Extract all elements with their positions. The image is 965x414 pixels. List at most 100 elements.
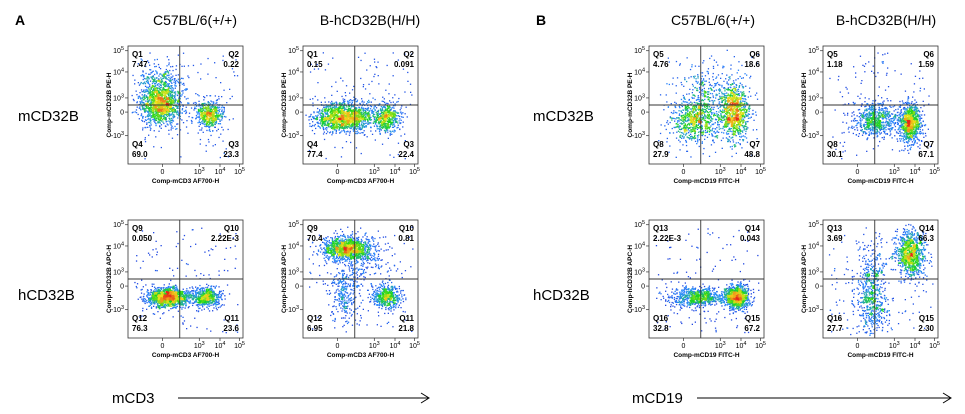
quadrant-value: 1.18 xyxy=(827,60,843,69)
quadrant-value: 66.3 xyxy=(918,234,934,243)
quadrant-value: 0.043 xyxy=(740,234,761,243)
quadrant-name: Q11 xyxy=(399,314,414,323)
x-tick-label: 104 xyxy=(215,167,226,176)
x-axis-title: Comp-mCD19 FITC-H xyxy=(847,352,913,359)
y-tick-label: -103 xyxy=(286,305,299,314)
y-tick-label: 105 xyxy=(808,46,819,55)
y-tick-label: 105 xyxy=(113,220,124,229)
x-tick-label: 104 xyxy=(910,341,921,350)
quadrant-value: 6.95 xyxy=(307,324,323,333)
x-tick-label: 105 xyxy=(929,167,940,176)
x-tick-label: 103 xyxy=(369,341,380,350)
x-axis-label-a: mCD3 xyxy=(112,390,155,407)
x-axis-title: Comp-mCD3 AF700-H xyxy=(152,178,220,185)
quadrant-value: 23.3 xyxy=(223,150,239,159)
quadrant-name: Q16 xyxy=(653,314,669,323)
quadrant-value: 3.69 xyxy=(827,234,843,243)
quadrant-value: 0.81 xyxy=(398,234,414,243)
x-tick-label: 104 xyxy=(390,167,401,176)
y-tick-label: 0 xyxy=(295,110,299,117)
y-tick-label: 104 xyxy=(288,241,299,250)
quadrant-name: Q1 xyxy=(307,50,318,59)
y-tick-label: -103 xyxy=(806,305,819,314)
quadrant-value: 27.7 xyxy=(827,324,843,333)
x-tick-label: 103 xyxy=(889,167,900,176)
y-tick-label: 103 xyxy=(288,267,299,276)
col-title-b-2: B-hCD32B(H/H) xyxy=(835,12,937,28)
quadrant-name: Q3 xyxy=(228,140,239,149)
quadrant-name: Q8 xyxy=(827,140,838,149)
x-tick-label: 0 xyxy=(856,343,860,350)
x-tick-label: 104 xyxy=(910,167,921,176)
quadrant-name: Q15 xyxy=(919,314,935,323)
x-tick-label: 104 xyxy=(736,167,747,176)
y-axis-title: Comp-hCD32B APC-H xyxy=(801,245,808,313)
y-tick-label: -103 xyxy=(806,131,819,140)
density-points xyxy=(828,223,934,336)
y-tick-label: -103 xyxy=(632,131,645,140)
quadrant-name: Q13 xyxy=(827,224,843,233)
y-tick-label: 0 xyxy=(120,284,124,291)
x-axis-title: Comp-mCD3 AF700-H xyxy=(152,352,220,359)
y-axis-title: Comp-mCD32B PE-H xyxy=(106,72,113,137)
quadrant-value: 1.59 xyxy=(918,60,934,69)
quadrant-value: 30.1 xyxy=(827,150,843,159)
quadrant-value: 4.76 xyxy=(653,60,669,69)
y-tick-label: 104 xyxy=(808,241,819,250)
y-tick-label: 103 xyxy=(808,93,819,102)
x-tick-label: 0 xyxy=(682,169,686,176)
x-tick-label: 104 xyxy=(736,341,747,350)
col-title-a-1: C57BL/6(+/+) xyxy=(152,12,238,28)
y-tick-label: 103 xyxy=(113,93,124,102)
y-tick-label: -103 xyxy=(111,305,124,314)
quadrant-value: 23.6 xyxy=(223,324,239,333)
x-tick-label: 105 xyxy=(234,167,245,176)
col-title-a-2: B-hCD32B(H/H) xyxy=(319,12,421,28)
density-points xyxy=(134,227,239,334)
y-tick-label: 103 xyxy=(288,93,299,102)
quadrant-name: Q12 xyxy=(307,314,323,323)
quadrant-name: Q10 xyxy=(224,224,240,233)
quadrant-value: 0.050 xyxy=(132,234,153,243)
y-tick-label: 103 xyxy=(634,267,645,276)
y-tick-label: 105 xyxy=(808,220,819,229)
quadrant-name: Q16 xyxy=(827,314,843,323)
x-tick-label: 103 xyxy=(369,167,380,176)
quadrant-value: 2.22E-3 xyxy=(653,234,682,243)
x-axis-title: Comp-mCD19 FITC-H xyxy=(673,352,739,359)
row-title-a-1: mCD32B xyxy=(18,108,79,125)
y-tick-label: -103 xyxy=(111,131,124,140)
x-tick-label: 0 xyxy=(682,343,686,350)
x-axis-label-b: mCD19 xyxy=(632,390,683,407)
quadrant-name: Q9 xyxy=(307,224,318,233)
quadrant-name: Q2 xyxy=(403,50,414,59)
y-axis-title: Comp-mCD32B PE-H xyxy=(281,72,288,137)
quadrant-value: 70.4 xyxy=(307,234,323,243)
x-tick-label: 104 xyxy=(215,341,226,350)
quadrant-value: 77.4 xyxy=(307,150,323,159)
y-tick-label: 103 xyxy=(634,93,645,102)
x-tick-label: 105 xyxy=(755,341,766,350)
quadrant-name: Q6 xyxy=(923,50,934,59)
y-tick-label: 105 xyxy=(634,46,645,55)
y-tick-label: 105 xyxy=(288,46,299,55)
quadrant-name: Q5 xyxy=(653,50,664,59)
quadrant-name: Q7 xyxy=(923,140,934,149)
quadrant-name: Q14 xyxy=(919,224,935,233)
y-tick-label: 104 xyxy=(808,67,819,76)
row-title-a-2: hCD32B xyxy=(18,287,75,304)
density-points xyxy=(658,49,759,158)
y-tick-label: 0 xyxy=(641,110,645,117)
quadrant-name: Q7 xyxy=(749,140,760,149)
panel-letter-b: B xyxy=(536,12,547,28)
quadrant-value: 0.15 xyxy=(307,60,323,69)
y-tick-label: 104 xyxy=(113,67,124,76)
x-tick-label: 103 xyxy=(194,341,205,350)
quadrant-value: 18.6 xyxy=(744,60,760,69)
x-axis-title: Comp-mCD19 FITC-H xyxy=(673,178,739,185)
quadrant-name: Q14 xyxy=(745,224,761,233)
